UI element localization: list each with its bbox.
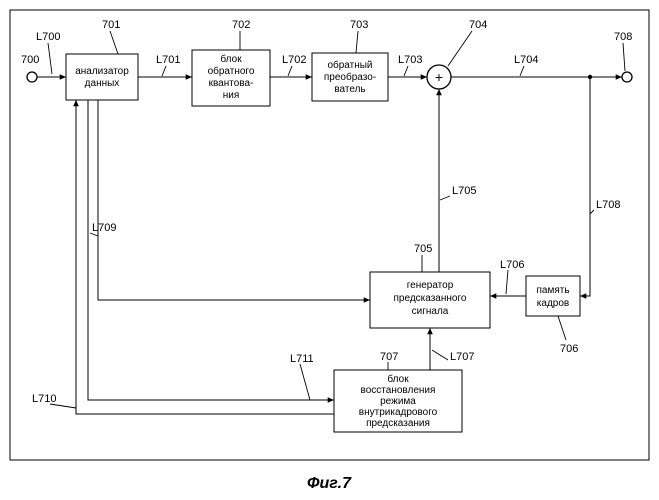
svg-text:данных: данных — [85, 78, 120, 89]
leader-l702 — [288, 66, 292, 76]
leader-l711 — [300, 364, 310, 400]
leader-l700 — [48, 43, 52, 74]
label-704: 704 — [469, 19, 487, 31]
leader-706 — [558, 316, 566, 340]
svg-text:обратный: обратный — [327, 59, 372, 71]
svg-text:предсказания: предсказания — [366, 418, 430, 429]
svg-text:режима: режима — [380, 396, 416, 407]
leader-l707 — [432, 350, 448, 360]
svg-text:память: память — [536, 285, 569, 296]
leader-704 — [448, 31, 472, 66]
svg-text:кадров: кадров — [537, 298, 569, 309]
label-L709: L709 — [92, 222, 116, 234]
leader-l708 — [590, 210, 594, 214]
leader-l701 — [162, 66, 166, 76]
dequantizer-block: блок обратного квантова- ния — [192, 50, 270, 106]
tap-node — [588, 75, 592, 79]
svg-text:блок: блок — [387, 373, 409, 385]
svg-text:сигнала: сигнала — [412, 306, 449, 317]
svg-text:ния: ния — [223, 90, 240, 101]
svg-text:анализатор: анализатор — [75, 66, 129, 77]
prediction-generator-block: генератор предсказанного сигнала — [370, 272, 490, 328]
label-708: 708 — [614, 31, 632, 43]
label-L706: L706 — [500, 259, 524, 271]
analyzer-block: анализатор данных — [66, 54, 138, 100]
leader-l704 — [520, 66, 524, 76]
label-701: 701 — [102, 19, 120, 31]
input-terminal — [27, 72, 37, 82]
label-L707: L707 — [450, 351, 474, 363]
label-L704: L704 — [514, 54, 538, 66]
leader-l705 — [440, 196, 450, 200]
svg-text:генератор: генератор — [407, 280, 454, 291]
leader-l703 — [404, 66, 408, 76]
mode-restorer-block: блок восстановления режима внутрикадрово… — [334, 370, 462, 432]
label-L708: L708 — [596, 199, 620, 211]
label-L711: L711 — [290, 353, 314, 365]
svg-text:обратного: обратного — [208, 65, 255, 77]
svg-text:внутрикадрового: внутрикадрового — [359, 407, 438, 418]
inverse-transform-block: обратный преобразо- ватель — [312, 53, 388, 101]
frame-memory-block: память кадров — [526, 276, 580, 316]
label-L701: L701 — [156, 54, 180, 66]
leader-701 — [110, 31, 118, 54]
svg-text:преобразо-: преобразо- — [324, 71, 376, 83]
wire-l710 — [76, 100, 334, 414]
wire-l708 — [580, 77, 590, 296]
svg-text:+: + — [435, 69, 443, 85]
svg-text:ватель: ватель — [334, 84, 365, 95]
label-L705: L705 — [452, 185, 476, 197]
svg-text:квантова-: квантова- — [209, 78, 254, 89]
svg-text:блок: блок — [220, 53, 242, 65]
adder-node: + — [427, 65, 451, 89]
output-terminal — [622, 72, 632, 82]
label-700: 700 — [21, 54, 39, 66]
leader-708 — [623, 43, 625, 71]
wire-l709 — [98, 100, 370, 300]
label-L700: L700 — [36, 31, 60, 43]
svg-text:восстановления: восстановления — [361, 385, 436, 396]
label-705: 705 — [414, 243, 432, 255]
label-707: 707 — [380, 351, 398, 363]
label-L702: L702 — [282, 54, 306, 66]
label-L703: L703 — [398, 54, 422, 66]
label-703: 703 — [350, 19, 368, 31]
label-L710: L710 — [32, 393, 56, 405]
leader-703 — [356, 31, 358, 53]
label-702: 702 — [232, 19, 250, 31]
leader-l706 — [506, 270, 508, 294]
figure-caption: Фиг.7 — [307, 475, 352, 492]
svg-text:предсказанного: предсказанного — [394, 293, 467, 304]
label-706: 706 — [560, 343, 578, 355]
